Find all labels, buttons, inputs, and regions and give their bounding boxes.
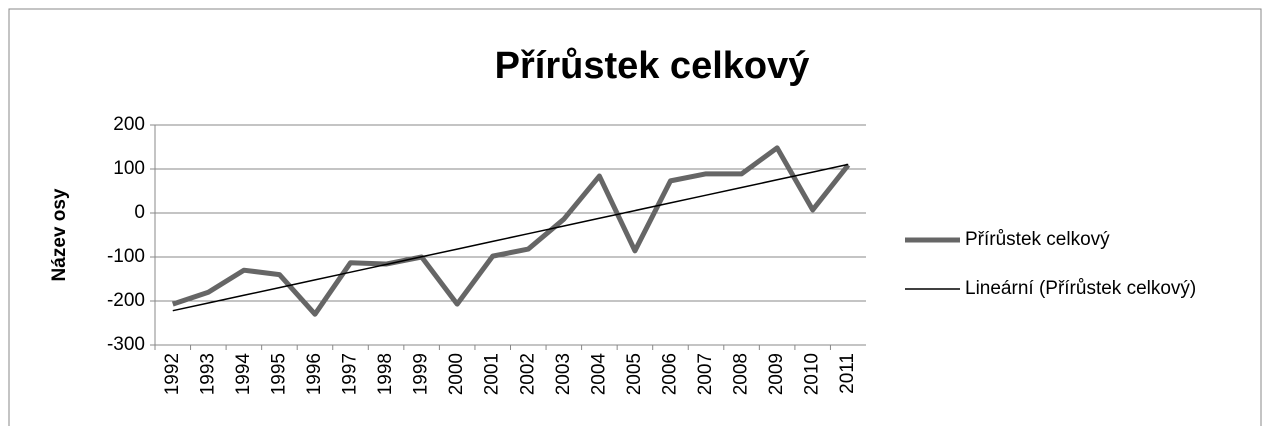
- chart-title: Přírůstek celkový: [495, 45, 810, 87]
- x-tick-label: 1993: [197, 353, 218, 395]
- y-tick-label: -200: [107, 290, 145, 311]
- legend-label: Přírůstek celkový: [965, 229, 1110, 250]
- x-tick-label: 1994: [233, 353, 254, 396]
- x-tick-label: 2001: [482, 353, 503, 395]
- x-tick-label: 1998: [375, 353, 396, 395]
- y-tick-label: 0: [134, 202, 145, 223]
- x-tick-label: 2008: [731, 353, 752, 395]
- x-tick-label: 1996: [304, 353, 325, 395]
- x-tick-label: 1992: [162, 353, 183, 395]
- x-tick-label: 2006: [659, 353, 680, 395]
- x-tick-label: 2003: [553, 353, 574, 395]
- series-line: [172, 163, 849, 312]
- y-tick-label: 200: [113, 114, 145, 135]
- x-tick-label: 2000: [446, 353, 467, 395]
- x-tick-label: 1999: [411, 353, 432, 395]
- y-tick-label: -300: [107, 334, 145, 355]
- legend-label: Lineární (Přírůstek celkový): [965, 278, 1196, 299]
- x-tick-label: 2005: [624, 353, 645, 395]
- y-tick-label: 100: [113, 158, 145, 179]
- x-tick-label: 2004: [588, 353, 609, 396]
- x-tick-label: 2002: [517, 353, 538, 395]
- x-tick-label: 2007: [695, 353, 716, 395]
- chart-frame: [8, 8, 1262, 426]
- x-tick-label: 1995: [268, 353, 289, 395]
- series-line: [171, 145, 851, 317]
- y-tick-label: -100: [107, 246, 145, 267]
- x-tick-label: 1997: [340, 353, 361, 395]
- y-axis-label: Název osy: [49, 188, 70, 281]
- x-tick-label: 2010: [802, 353, 823, 395]
- x-tick-label: 2009: [766, 353, 787, 395]
- x-tick-label: 2011: [837, 353, 858, 394]
